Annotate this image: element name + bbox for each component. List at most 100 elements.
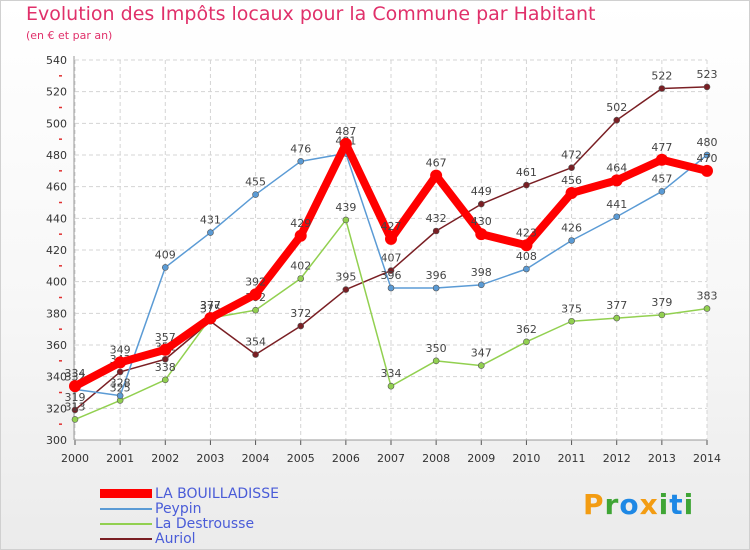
legend-item-auriol: Auriol <box>100 530 196 547</box>
data-label: 470 <box>697 152 718 165</box>
data-point <box>658 85 666 92</box>
data-point <box>342 216 350 224</box>
data-label: 398 <box>471 266 492 279</box>
legend-label: Peypin <box>155 500 202 517</box>
x-tick-label: 2010 <box>512 452 540 465</box>
data-point <box>703 83 711 91</box>
x-tick-label: 2014 <box>693 452 721 465</box>
data-point <box>204 312 217 325</box>
y-tick-label: 380 <box>46 307 67 320</box>
legend-swatch <box>100 489 152 498</box>
logo-letter: t <box>669 488 684 521</box>
data-point <box>475 228 488 241</box>
data-point <box>69 380 81 393</box>
data-label: 377 <box>200 299 221 312</box>
data-point <box>161 355 169 363</box>
data-point <box>613 213 621 221</box>
x-tick-label: 2007 <box>377 452 405 465</box>
data-point <box>249 288 262 301</box>
data-label: 441 <box>606 198 627 211</box>
data-label: 377 <box>606 299 627 312</box>
data-point <box>252 351 259 358</box>
data-label: 357 <box>155 331 176 344</box>
logo-letter: r <box>604 488 620 521</box>
data-point <box>342 286 350 293</box>
logo-letter: i <box>658 488 670 521</box>
data-point <box>432 227 440 235</box>
data-point <box>294 229 307 242</box>
data-label: 461 <box>516 166 537 179</box>
legend-item-la-bouilladisse: LA BOUILLADISSE <box>100 485 279 502</box>
legend-swatch <box>100 537 152 540</box>
y-tick-label: 480 <box>46 149 67 162</box>
y-tick-label: 340 <box>46 371 67 384</box>
x-tick-label: 2009 <box>467 452 495 465</box>
data-label: 408 <box>516 250 537 263</box>
data-label: 432 <box>426 212 447 225</box>
data-label: 334 <box>65 367 86 380</box>
y-tick-label: 300 <box>46 434 67 447</box>
data-point <box>207 229 214 236</box>
data-label: 449 <box>471 185 492 198</box>
data-label: 350 <box>426 342 447 355</box>
data-label: 328 <box>110 377 131 390</box>
chart-title: Evolution des Impôts locaux pour la Comm… <box>26 3 596 25</box>
data-label: 377 <box>200 299 221 312</box>
data-label: 429 <box>290 217 311 230</box>
data-point <box>430 169 443 182</box>
data-label: 319 <box>65 391 86 404</box>
legend-swatch <box>100 522 152 525</box>
y-tick-label: 360 <box>46 339 67 352</box>
data-label: 395 <box>335 271 356 284</box>
data-label: 477 <box>651 141 672 154</box>
data-label: 349 <box>110 343 131 356</box>
y-tick-label: 500 <box>46 117 67 130</box>
y-tick-label: 400 <box>46 276 67 289</box>
x-tick-label: 2012 <box>603 452 631 465</box>
data-point <box>116 368 124 376</box>
data-point <box>297 322 305 330</box>
data-point <box>385 232 397 245</box>
y-tick-label: 540 <box>46 54 67 67</box>
data-label: 334 <box>381 367 402 380</box>
data-label: 396 <box>426 269 447 282</box>
data-point <box>613 314 621 322</box>
legend-label: LA BOUILLADISSE <box>155 485 279 502</box>
x-tick-label: 2002 <box>151 452 179 465</box>
data-point <box>655 153 668 166</box>
data-point <box>658 311 666 319</box>
data-label: 396 <box>381 269 402 282</box>
data-point <box>387 267 395 274</box>
data-point <box>520 239 533 252</box>
data-label: 456 <box>561 174 582 187</box>
data-point <box>701 164 713 177</box>
data-point <box>387 284 395 292</box>
data-label: 347 <box>471 347 492 360</box>
data-point <box>432 357 440 365</box>
data-label: 402 <box>290 260 311 273</box>
data-label: 423 <box>516 226 537 239</box>
legend-label: Auriol <box>155 530 196 547</box>
legend-item-la-destrousse: La Destrousse <box>100 515 255 532</box>
data-label: 480 <box>697 136 718 149</box>
data-label: 375 <box>561 302 582 315</box>
data-label: 379 <box>651 296 672 309</box>
x-tick-label: 2001 <box>106 452 134 465</box>
logo-letter: P <box>583 488 605 521</box>
data-point <box>252 306 259 314</box>
legend-swatch <box>100 507 152 510</box>
data-label: 476 <box>290 142 311 155</box>
x-tick-label: 2003 <box>196 452 224 465</box>
data-label: 338 <box>155 361 176 374</box>
y-tick-label: 520 <box>46 86 67 99</box>
data-label: 354 <box>245 336 266 349</box>
legend-label: La Destrousse <box>155 515 255 532</box>
data-point <box>523 265 530 273</box>
data-point <box>568 317 575 325</box>
data-label: 427 <box>381 220 402 233</box>
chart-subtitle: (en € et par an) <box>26 29 113 42</box>
data-point <box>116 392 124 399</box>
data-label: 457 <box>651 172 672 185</box>
data-point <box>161 376 169 384</box>
data-label: 409 <box>155 248 176 261</box>
